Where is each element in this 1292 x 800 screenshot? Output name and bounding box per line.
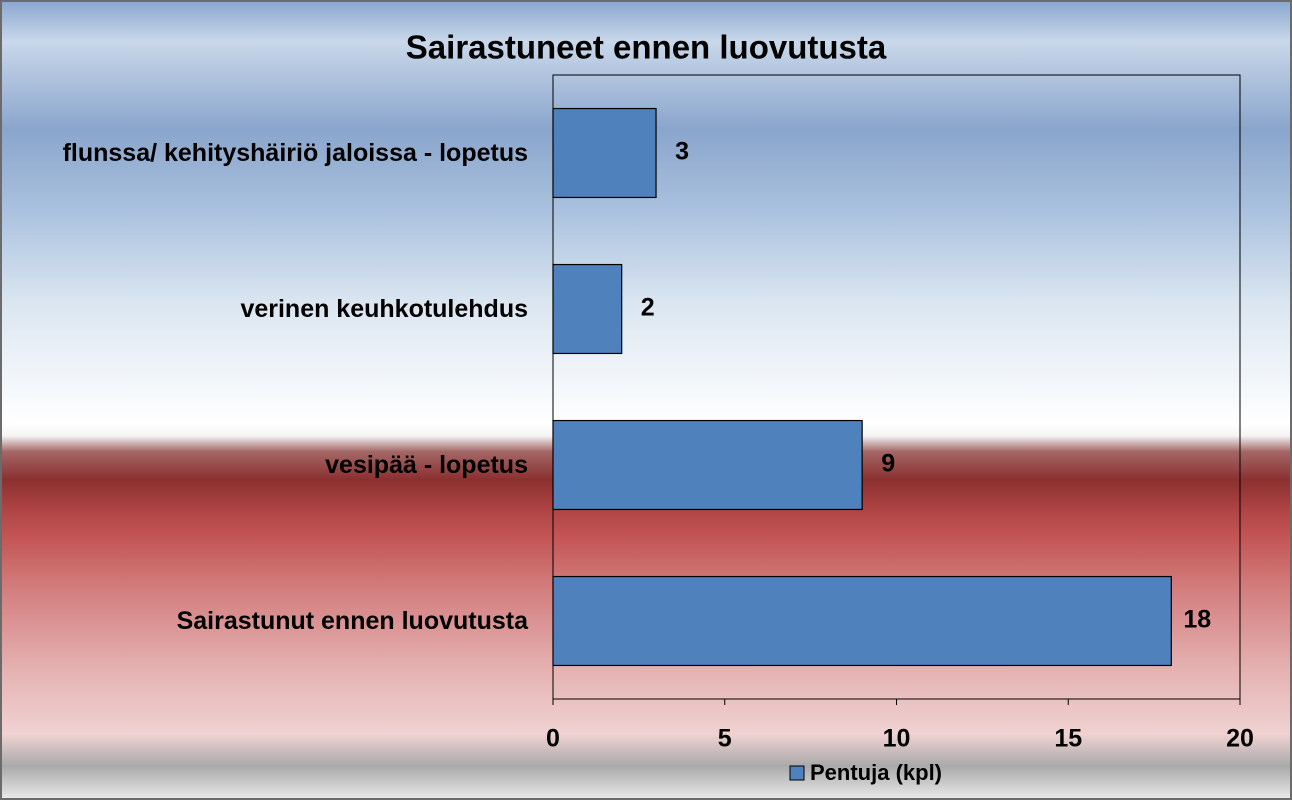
y-tick-label: Sairastunut ennen luovutusta: [176, 607, 528, 635]
data-label: 3: [675, 138, 689, 166]
y-tick-label: vesipää - lopetus: [325, 451, 528, 479]
bar: [552, 263, 623, 355]
data-label: 2: [641, 294, 655, 322]
x-tick-label: 5: [718, 725, 732, 753]
x-tick-label: 10: [883, 725, 911, 753]
x-tick-label: 15: [1054, 725, 1082, 753]
y-tick-label-box: vesipää - lopetus: [28, 425, 528, 505]
legend-label: Pentuja (kpl): [810, 760, 942, 785]
chart-title: Sairastuneet ennen luovutusta: [406, 29, 887, 66]
bar: [552, 419, 863, 511]
x-tick-label: 0: [546, 725, 560, 753]
y-tick-label-box: flunssa/ kehityshäiriö jaloissa - lopetu…: [28, 113, 528, 193]
data-label: 9: [881, 450, 895, 478]
y-tick-label: verinen keuhkotulehdus: [240, 295, 528, 323]
legend-swatch: [789, 765, 805, 781]
data-label: 18: [1183, 606, 1211, 634]
x-tick-label: 20: [1226, 725, 1254, 753]
bar: [552, 575, 1172, 667]
y-tick-label-box: Sairastunut ennen luovutusta: [28, 581, 528, 661]
y-tick-label-box: verinen keuhkotulehdus: [28, 269, 528, 349]
y-tick-label: flunssa/ kehityshäiriö jaloissa - lopetu…: [62, 139, 528, 167]
bar: [552, 107, 657, 199]
